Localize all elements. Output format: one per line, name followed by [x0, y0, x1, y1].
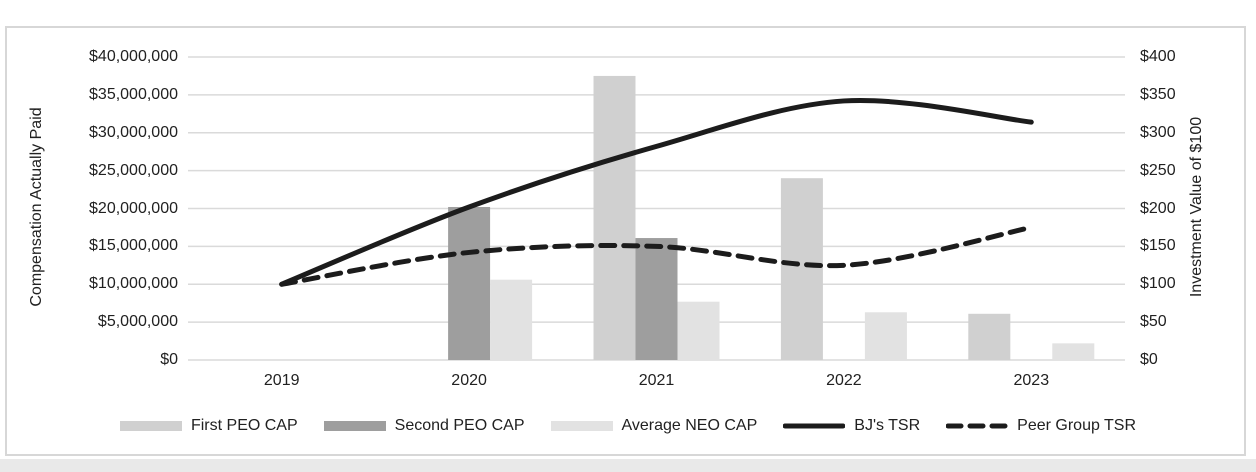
legend-item-first-peo-cap: First PEO CAP — [119, 416, 298, 436]
left-axis-tick: $10,000,000 — [89, 275, 178, 293]
x-axis-category: 2019 — [263, 372, 300, 389]
left-axis-tick: $0 — [160, 351, 178, 368]
x-axis-category: 2020 — [451, 372, 487, 389]
left-axis-tick: $15,000,000 — [89, 237, 178, 255]
dashed-line-swatch-icon — [946, 423, 1009, 429]
right-axis-tick: $150 — [1140, 237, 1176, 255]
legend-item-peer-group-tsr: Peer Group TSR — [946, 416, 1136, 436]
x-axis-category: 2023 — [1013, 372, 1050, 389]
left-axis-tick: $35,000,000 — [89, 85, 178, 103]
left-axis-tick: $20,000,000 — [89, 199, 178, 217]
legend: First PEO CAP Second PEO CAP Average NEO C… — [0, 413, 1256, 439]
legend-item-bj-s-tsr: BJ's TSR — [783, 416, 920, 436]
bar-average-neo-cap — [1052, 343, 1095, 360]
bar-second-peo-cap — [448, 206, 491, 360]
right-axis-tick: $350 — [1140, 85, 1176, 103]
legend-label: First PEO CAP — [190, 417, 298, 434]
legend-label: Second PEO CAP — [394, 417, 525, 434]
legend-label: Peer Group TSR — [1017, 417, 1137, 434]
bar-swatch-icon — [119, 421, 182, 431]
bar-swatch-icon — [550, 421, 613, 431]
left-axis-tick: $30,000,000 — [89, 123, 178, 141]
bar-first-peo-cap — [780, 178, 823, 360]
legend-label: Average NEO CAP — [621, 417, 758, 434]
bar-first-peo-cap — [968, 313, 1011, 360]
left-axis-tick: $25,000,000 — [89, 161, 178, 179]
bar-average-neo-cap — [864, 312, 907, 360]
legend-label: BJ's TSR — [854, 417, 921, 434]
x-axis-category: 2021 — [638, 372, 675, 389]
x-axis-category: 2022 — [826, 372, 862, 389]
page-bottom-strip — [0, 459, 1256, 472]
right-axis-tick: $200 — [1140, 199, 1176, 217]
right-axis-tick: $100 — [1140, 275, 1176, 293]
bar-average-neo-cap — [490, 279, 533, 360]
bar-average-neo-cap — [677, 301, 720, 360]
line-bj-s-tsr — [279, 97, 1034, 287]
bar-second-peo-cap — [635, 238, 678, 360]
bar-first-peo-cap — [593, 75, 636, 360]
legend-item-average-neo-cap: Average NEO CAP — [550, 416, 758, 436]
right-axis-tick: $400 — [1140, 48, 1176, 65]
left-axis-tick: $5,000,000 — [97, 313, 178, 331]
line-peer-group-tsr — [279, 224, 1034, 287]
left-axis-tick: $40,000,000 — [89, 48, 178, 65]
right-axis-tick: $250 — [1140, 161, 1176, 179]
right-axis-tick: $50 — [1140, 313, 1167, 331]
legend-item-second-peo-cap: Second PEO CAP — [323, 416, 525, 436]
right-axis-tick: $300 — [1140, 123, 1176, 141]
solid-line-swatch-icon — [783, 423, 846, 429]
right-axis-tick: $0 — [1140, 351, 1158, 368]
bar-swatch-icon — [323, 421, 386, 431]
